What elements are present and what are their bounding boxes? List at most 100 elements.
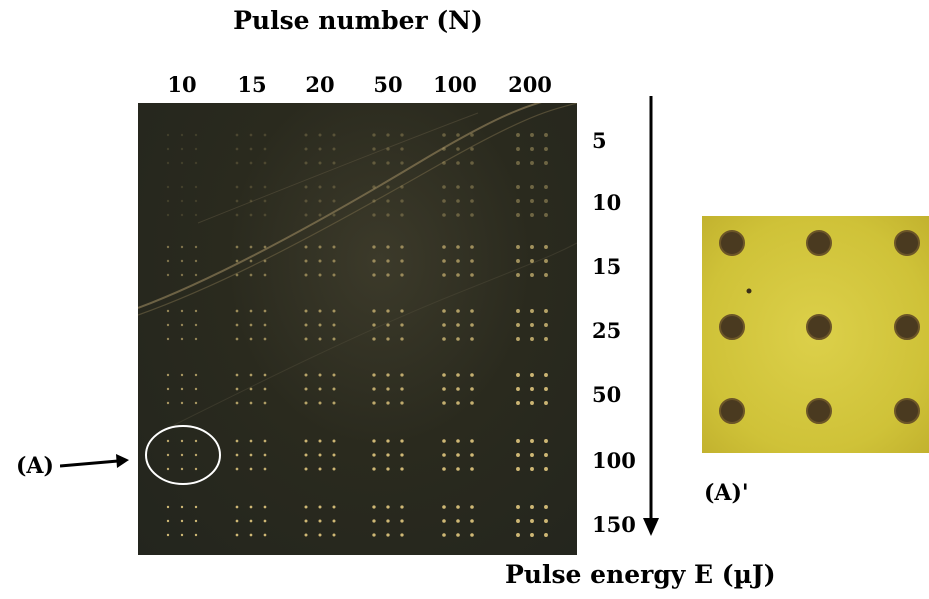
laser-spot [304,245,308,249]
laser-spot [180,505,184,509]
laser-spot [318,323,322,327]
laser-spot [530,245,534,249]
laser-spot [304,309,308,313]
laser-spot [470,533,474,537]
laser-spot [442,273,446,277]
laser-spot [235,533,239,537]
laser-spot [386,259,390,263]
laser-spot [194,373,198,377]
laser-spot [386,533,390,537]
laser-spot [166,519,170,523]
micrograph-image [138,103,577,555]
inset-hole [719,314,745,340]
column-label: 10 [167,72,197,97]
laser-spot [386,467,390,471]
laser-spot [249,147,253,151]
laser-spot [400,533,404,537]
laser-spot [249,259,253,263]
laser-spot [263,505,267,509]
laser-spot [456,199,460,203]
laser-spot [470,199,474,203]
laser-spot [456,373,460,377]
column-label: 100 [433,72,477,97]
laser-spot [456,533,460,537]
laser-spot [442,453,446,457]
laser-spot [249,439,253,443]
laser-spot [180,273,184,277]
laser-spot [386,185,390,189]
laser-spot [304,337,308,341]
laser-spot [304,467,308,471]
laser-spot [235,467,239,471]
laser-spot [442,147,446,151]
laser-spot [456,505,460,509]
laser-spot [235,519,239,523]
laser-spot [544,401,548,405]
laser-spot [263,309,267,313]
inset-hole-array [719,230,920,424]
laser-spot [249,401,253,405]
laser-spot [304,505,308,509]
laser-spot [530,185,534,189]
laser-spot [456,245,460,249]
laser-spot [166,199,170,203]
laser-spot [318,401,322,405]
laser-spot [304,185,308,189]
laser-spot [442,323,446,327]
laser-spot [332,213,336,217]
laser-spot [470,519,474,523]
laser-spot [263,323,267,327]
laser-spot [530,133,534,137]
laser-spot [318,245,322,249]
row-label: 15 [592,254,622,279]
laser-spot [180,161,184,165]
laser-spot [456,387,460,391]
laser-spot [456,439,460,443]
scratch-line [157,242,577,434]
laser-spot [332,373,336,377]
laser-spot [194,453,198,457]
laser-spot [470,373,474,377]
laser-spot [249,533,253,537]
row-label: 100 [592,448,636,473]
laser-spot [194,161,198,165]
laser-spot [318,199,322,203]
laser-spot [400,439,404,443]
laser-spot [194,401,198,405]
laser-spot [235,213,239,217]
laser-spot [304,161,308,165]
laser-spot [530,147,534,151]
laser-spot [386,337,390,341]
laser-spot [332,401,336,405]
laser-spot [470,505,474,509]
laser-spot [386,387,390,391]
laser-spot [249,199,253,203]
laser-spot [400,273,404,277]
laser-spot [456,185,460,189]
laser-spot [166,161,170,165]
laser-spot [442,533,446,537]
laser-spot [249,519,253,523]
laser-spot [470,245,474,249]
column-label: 15 [237,72,267,97]
laser-spot [530,387,534,391]
laser-spot [180,337,184,341]
laser-spot [318,533,322,537]
laser-spot [180,519,184,523]
laser-spot [249,273,253,277]
inset-hole [806,398,832,424]
laser-spot [332,387,336,391]
laser-spot [530,373,534,377]
laser-spot [304,213,308,217]
laser-spot [180,453,184,457]
laser-spot [263,337,267,341]
laser-spot [194,259,198,263]
laser-spot [456,401,460,405]
laser-spot-array [166,133,548,537]
laser-spot [249,467,253,471]
laser-spot [544,505,548,509]
laser-spot [544,309,548,313]
laser-spot [530,323,534,327]
inset-magnified-image [702,216,929,453]
laser-spot [194,337,198,341]
